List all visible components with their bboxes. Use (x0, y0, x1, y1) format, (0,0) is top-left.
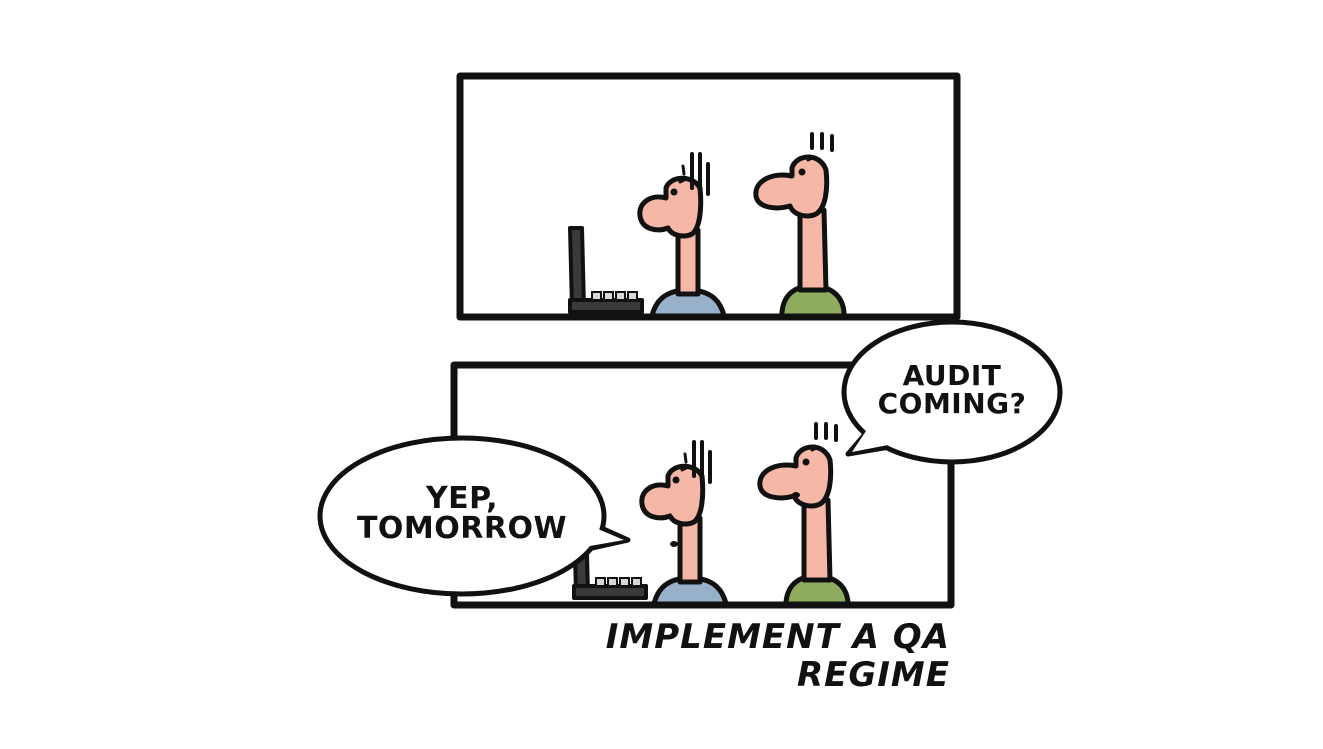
speech-text-audit-line1: AUDIT (902, 359, 1002, 392)
speech-text-yep-line2: TOMORROW (356, 511, 568, 546)
caption-line2: REGIME (796, 655, 950, 696)
speech-text-audit: AUDIT COMING? (872, 362, 1032, 418)
panel-top (456, 72, 961, 354)
comic-caption: IMPLEMENT A QA REGIME (560, 618, 950, 694)
speech-text-yep-line1: YEP, (425, 481, 499, 516)
speech-bubble-yep (317, 435, 631, 597)
speech-bubble-audit (841, 319, 1063, 465)
speech-text-audit-line2: COMING? (877, 387, 1027, 420)
seated-man-figure (640, 154, 726, 328)
speech-text-yep: YEP, TOMORROW (352, 484, 572, 544)
standing-man-figure (756, 134, 846, 354)
seated-man-figure (642, 442, 728, 616)
caption-line1: IMPLEMENT A QA (605, 617, 950, 657)
laptop-icon (568, 226, 644, 314)
standing-man-figure (760, 424, 850, 644)
